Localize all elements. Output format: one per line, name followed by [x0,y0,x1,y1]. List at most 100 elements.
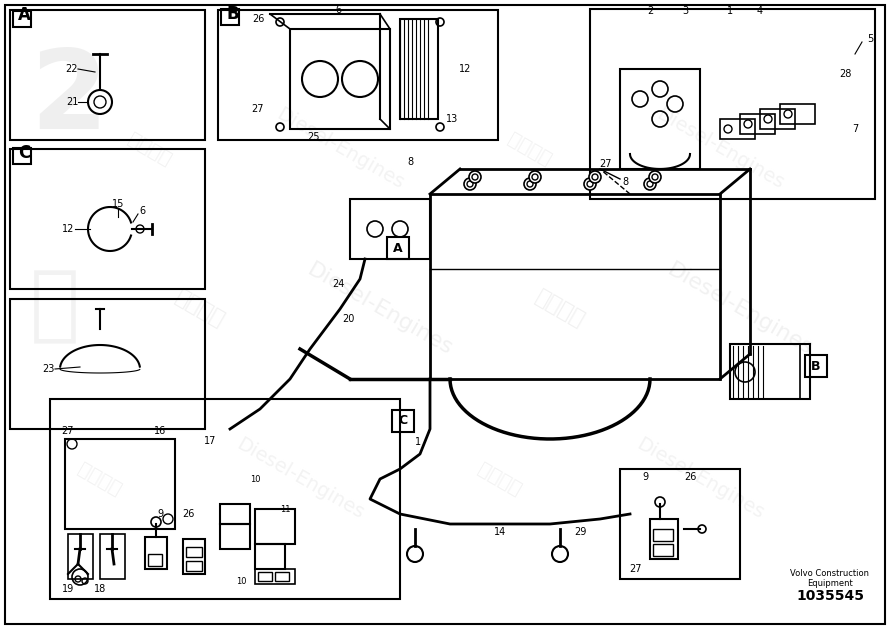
Text: 22: 22 [66,64,78,74]
Bar [13,11,31,27]
Circle shape [584,178,596,190]
Text: 10: 10 [236,577,247,586]
Text: C: C [18,144,30,162]
Text: Diesel-Engines: Diesel-Engines [303,259,457,359]
Bar [740,114,775,134]
Bar [183,539,205,574]
Text: 8: 8 [622,177,628,187]
Bar [186,547,202,557]
Bar [10,10,205,140]
Circle shape [464,178,476,190]
Bar [68,534,93,579]
Bar [10,149,205,289]
Text: 11: 11 [280,504,290,513]
Text: 2: 2 [647,6,653,16]
Bar [392,410,414,432]
Text: 12: 12 [61,224,74,234]
Text: 紫发动力: 紫发动力 [75,459,125,499]
Text: 13: 13 [446,114,458,124]
Bar [620,69,700,169]
Bar [221,9,239,25]
Text: 19: 19 [62,584,74,594]
Bar [400,19,438,119]
Text: B: B [812,360,821,372]
Text: 紫发动力: 紫发动力 [475,459,525,499]
Text: 18: 18 [93,584,106,594]
Text: 10: 10 [250,474,261,484]
Bar [10,299,205,429]
Bar [13,148,31,164]
Text: Diesel-Engines: Diesel-Engines [633,435,767,523]
Text: Diesel-Engines: Diesel-Engines [233,435,367,523]
Text: 21: 21 [66,97,78,107]
Circle shape [524,178,536,190]
Text: 紫发动力: 紫发动力 [505,129,555,169]
Text: Diesel-Engines: Diesel-Engines [653,105,787,193]
Text: 4: 4 [756,6,763,16]
Bar [255,544,285,569]
Text: A: A [393,242,403,255]
Text: 力: 力 [30,265,80,346]
Text: 27: 27 [252,104,264,114]
Bar [145,537,167,569]
Text: 6: 6 [335,5,341,15]
Text: 20: 20 [342,314,354,324]
Text: 26: 26 [684,472,696,482]
Text: Diesel-Engines: Diesel-Engines [664,259,816,359]
Bar [218,10,498,140]
Text: 27: 27 [628,564,642,574]
Text: 5: 5 [867,34,873,44]
Bar [65,439,175,529]
Text: 9: 9 [642,472,648,482]
Text: 7: 7 [852,124,858,134]
Bar [350,199,430,259]
Text: 26: 26 [182,509,194,519]
Bar [760,109,795,129]
Text: 26: 26 [252,14,264,24]
Bar [258,572,272,581]
Bar [255,509,295,544]
Circle shape [589,171,601,183]
Text: 3: 3 [682,6,688,16]
Bar [430,194,720,379]
Text: 1: 1 [415,437,421,447]
Bar [730,344,810,399]
Bar [290,29,390,129]
Text: 紫发动力: 紫发动力 [532,287,588,331]
Text: 12: 12 [459,64,471,74]
Text: A: A [18,6,31,24]
Bar [620,469,740,579]
Bar [800,344,810,399]
Text: Diesel-Engines: Diesel-Engines [273,105,407,193]
Bar [805,355,827,377]
Text: 紫发动力: 紫发动力 [172,287,228,331]
Text: 1: 1 [727,6,733,16]
Text: 2: 2 [30,45,108,152]
Bar [653,544,673,556]
Text: 25: 25 [307,132,320,142]
Circle shape [469,171,481,183]
Bar [255,569,295,584]
Bar [653,529,673,541]
Circle shape [649,171,661,183]
Text: 紫发动力: 紫发动力 [125,129,175,169]
Circle shape [529,171,541,183]
Text: 15: 15 [112,199,125,209]
Bar [50,399,400,599]
Text: 9: 9 [157,509,163,519]
Bar [275,572,289,581]
Text: 28: 28 [838,69,851,79]
Text: 27: 27 [61,426,74,436]
Bar [650,519,678,559]
Bar [590,9,875,199]
Bar [387,237,409,259]
Bar [780,104,815,124]
Bar [720,119,755,139]
Text: 16: 16 [154,426,166,436]
Bar [220,504,250,524]
Text: 1035545: 1035545 [796,589,864,603]
Bar [220,524,250,549]
Text: 17: 17 [204,436,216,446]
Text: C: C [399,415,408,428]
Text: 14: 14 [494,527,506,537]
